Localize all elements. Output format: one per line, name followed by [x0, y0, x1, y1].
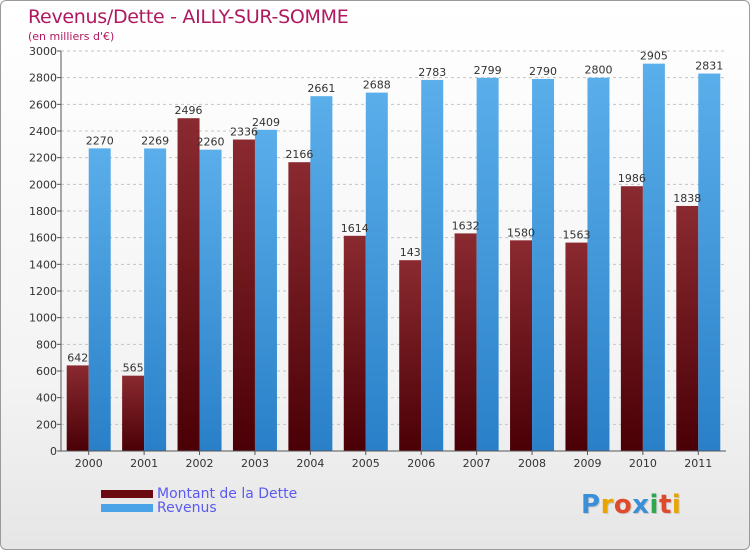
x-tick-label: 2003: [241, 457, 269, 470]
data-label-revenue: 2905: [640, 50, 668, 63]
data-label-debt: 2336: [230, 126, 258, 139]
legend-item-revenue: Revenus: [101, 500, 297, 516]
x-tick-label: 2001: [130, 457, 158, 470]
data-label-debt: 1614: [341, 222, 369, 235]
bar-debt: [565, 242, 588, 451]
bar-debt: [177, 118, 200, 451]
axes: 0 200 400 600 800 1000 1200 1400 1600 1800 2000 220…: [29, 45, 726, 470]
grid-lines: [61, 50, 726, 452]
data-label-revenue: 2661: [307, 82, 335, 95]
legend-label-revenue: Revenus: [157, 500, 217, 516]
x-tick-label: 2010: [629, 457, 657, 470]
y-tick-label: 1400: [29, 258, 57, 271]
data-label-debt: 143: [400, 246, 421, 259]
y-tick-label: 1600: [29, 232, 57, 245]
bar-debt: [620, 186, 643, 451]
legend-swatch-revenue: [101, 504, 153, 512]
y-tick-label: 2400: [29, 125, 57, 138]
data-label-debt: 642: [67, 351, 88, 364]
data-label-revenue: 2799: [474, 64, 502, 77]
bar-revenue: [642, 63, 665, 452]
bar-debt: [122, 375, 145, 451]
bar-revenue: [421, 79, 444, 451]
data-label-revenue: 2790: [529, 65, 557, 78]
data-label-revenue: 2800: [584, 64, 612, 77]
bar-revenue: [476, 77, 499, 452]
bar-revenue: [199, 149, 222, 451]
bar-revenue: [88, 148, 111, 452]
bar-revenue: [587, 77, 610, 452]
x-tick-label: 2000: [75, 457, 103, 470]
x-tick-label: 2011: [684, 457, 712, 470]
y-tick-label: 600: [36, 365, 57, 378]
bar-debt: [66, 365, 89, 451]
bar-revenue: [532, 79, 555, 451]
data-label-revenue: 2783: [418, 66, 446, 79]
bar-revenue: [698, 73, 721, 452]
bar-debt: [232, 139, 255, 452]
chart-subtitle: (en milliers d'€): [28, 30, 115, 43]
bar-revenue: [365, 92, 388, 451]
data-label-debt: 2496: [175, 104, 203, 117]
bars: [66, 63, 721, 452]
y-tick-label: 0: [50, 445, 57, 458]
x-tick-label: 2009: [573, 457, 601, 470]
y-tick-label: 1200: [29, 285, 57, 298]
legend-label-debt: Montant de la Dette: [157, 486, 298, 502]
data-label-revenue: 2831: [695, 60, 723, 73]
y-tick-label: 400: [36, 392, 57, 405]
y-tick-label: 2800: [29, 72, 57, 85]
y-tick-label: 2200: [29, 152, 57, 165]
legend-swatch-debt: [101, 490, 153, 498]
y-tick-label: 800: [36, 338, 57, 351]
bar-revenue: [254, 129, 277, 452]
x-tick-label: 2008: [518, 457, 546, 470]
proxiti-logo: Proxiti: [581, 490, 682, 520]
legend: Montant de la Dette Revenus: [101, 486, 298, 516]
bar-debt: [343, 235, 366, 451]
legend-item-debt: Montant de la Dette: [101, 486, 298, 502]
bar-debt: [399, 260, 422, 451]
x-tick-label: 2004: [296, 457, 324, 470]
data-label-debt: 2166: [285, 148, 313, 161]
bar-debt: [676, 205, 699, 451]
bar-debt: [288, 162, 311, 451]
x-tick-label: 2006: [407, 457, 435, 470]
y-tick-label: 3000: [29, 45, 57, 58]
data-label-revenue: 2688: [363, 79, 391, 92]
x-tick-label: 2007: [463, 457, 491, 470]
bar-revenue: [310, 96, 333, 451]
data-label-debt: 1580: [507, 226, 535, 239]
data-label-debt: 1563: [562, 229, 590, 242]
bar-revenue: [144, 148, 167, 451]
bar-debt: [454, 233, 477, 451]
y-tick-label: 1000: [29, 312, 57, 325]
x-tick-label: 2002: [186, 457, 214, 470]
y-tick-label: 2600: [29, 98, 57, 111]
chart-title: Revenus/Dette - AILLY-SUR-SOMME: [28, 6, 349, 28]
data-label-debt: 1838: [673, 192, 701, 205]
bar-debt: [510, 240, 533, 451]
x-tick-label: 2005: [352, 457, 380, 470]
data-label-revenue: 2270: [86, 134, 114, 147]
y-tick-label: 200: [36, 418, 57, 431]
data-label-debt: 1632: [452, 219, 480, 232]
data-label-revenue: 2269: [141, 134, 169, 147]
data-label-debt: 1986: [618, 172, 646, 185]
data-label-revenue: 2409: [252, 116, 280, 129]
y-tick-label: 1800: [29, 205, 57, 218]
y-tick-label: 2000: [29, 178, 57, 191]
data-label-debt: 565: [123, 362, 144, 375]
data-label-revenue: 2260: [197, 136, 225, 149]
